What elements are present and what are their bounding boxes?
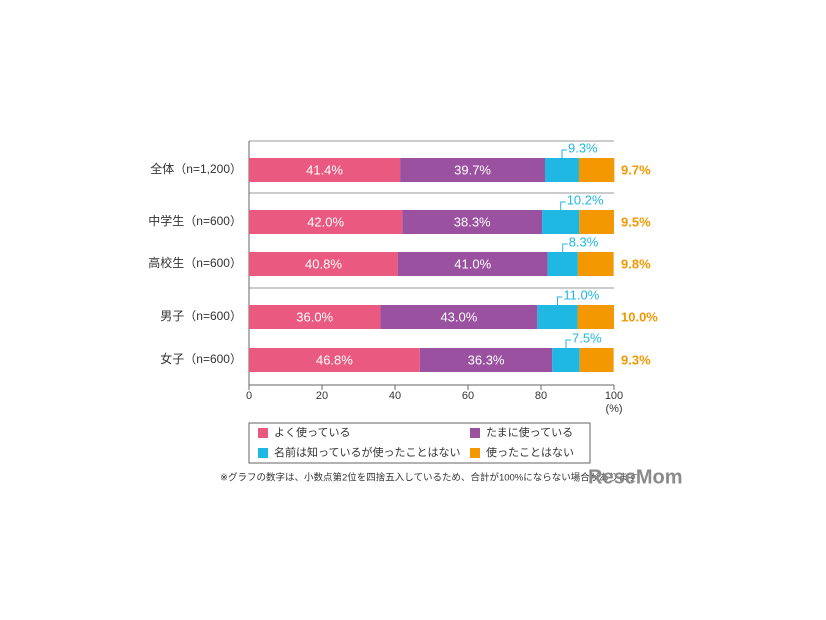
bar-segment <box>249 348 420 372</box>
bar-segment <box>249 252 398 276</box>
bar-segment <box>545 158 579 182</box>
category-label: 男子（n=600） <box>160 309 242 323</box>
value-label: 8.3% <box>569 234 599 249</box>
value-label: 42.0% <box>307 214 344 229</box>
legend-box <box>248 422 591 464</box>
footnote: ※グラフの数字は、小数点第2位を四捨五入しているため、合計が100%にならない場… <box>220 472 637 484</box>
legend-swatch <box>258 448 268 458</box>
legend-label: よく使っている <box>274 426 350 439</box>
bar-segment <box>419 348 553 372</box>
value-label: 40.8% <box>305 256 342 271</box>
bar-segment <box>578 158 615 182</box>
value-label: 10.0% <box>621 309 658 324</box>
value-label: 9.7% <box>621 162 651 177</box>
value-label: 10.2% <box>567 192 604 207</box>
legend-swatch <box>470 428 480 438</box>
logo: ReseMom <box>588 466 682 488</box>
category-label: 高校生（n=600） <box>148 255 242 270</box>
bar-segment <box>542 210 580 234</box>
x-tick-label: 100 <box>605 390 623 402</box>
legend-swatch <box>470 448 480 458</box>
legend-label: 使ったことはない <box>486 446 574 459</box>
label-leader <box>561 149 567 158</box>
bar-segment <box>249 210 403 234</box>
bar-segment <box>547 252 578 276</box>
bar-segment <box>552 348 580 372</box>
legend-swatch <box>258 428 268 438</box>
x-unit: (%) <box>605 403 622 415</box>
x-tick-label: 0 <box>246 390 252 402</box>
label-leader <box>565 339 572 348</box>
value-label: 41.0% <box>454 256 491 271</box>
value-label: 36.0% <box>296 309 333 324</box>
x-tick-label: 60 <box>462 390 474 402</box>
bar-segment <box>380 305 538 329</box>
x-tick-label: 20 <box>316 390 328 402</box>
legend-label: 名前は知っているが使ったことはない <box>274 445 460 459</box>
label-leader <box>556 296 563 305</box>
category-label: 全体（n=1,200） <box>150 161 242 176</box>
value-label: 39.7% <box>454 162 491 177</box>
value-label: 9.5% <box>621 214 651 229</box>
bar-segment <box>537 305 578 329</box>
x-tick-label: 80 <box>535 390 547 402</box>
value-label: 46.8% <box>316 352 353 367</box>
value-label: 36.3% <box>468 352 505 367</box>
bar-segment <box>402 210 543 234</box>
legend-label: たまに使っている <box>486 426 573 439</box>
value-label: 11.0% <box>563 287 599 302</box>
bar-segment <box>249 158 401 182</box>
value-label: 41.4% <box>306 162 343 177</box>
category-label: 女子（n=600） <box>160 351 242 366</box>
bar-segment <box>577 252 614 276</box>
bar-segment <box>249 305 381 329</box>
value-label: 38.3% <box>454 214 491 229</box>
label-leader <box>562 243 568 252</box>
bar-segment <box>400 158 546 182</box>
value-label: 7.5% <box>572 330 602 345</box>
x-tick-label: 40 <box>389 390 401 402</box>
label-leader <box>560 201 566 210</box>
bar-segment <box>579 210 614 234</box>
bar-segment <box>397 252 548 276</box>
bar-segment <box>579 348 614 372</box>
bar-segment <box>577 305 614 329</box>
value-label: 9.8% <box>621 256 651 271</box>
value-label: 43.0% <box>440 309 477 324</box>
value-label: 9.3% <box>621 352 651 367</box>
category-label: 中学生（n=600） <box>148 213 242 228</box>
value-label: 9.3% <box>568 140 598 155</box>
